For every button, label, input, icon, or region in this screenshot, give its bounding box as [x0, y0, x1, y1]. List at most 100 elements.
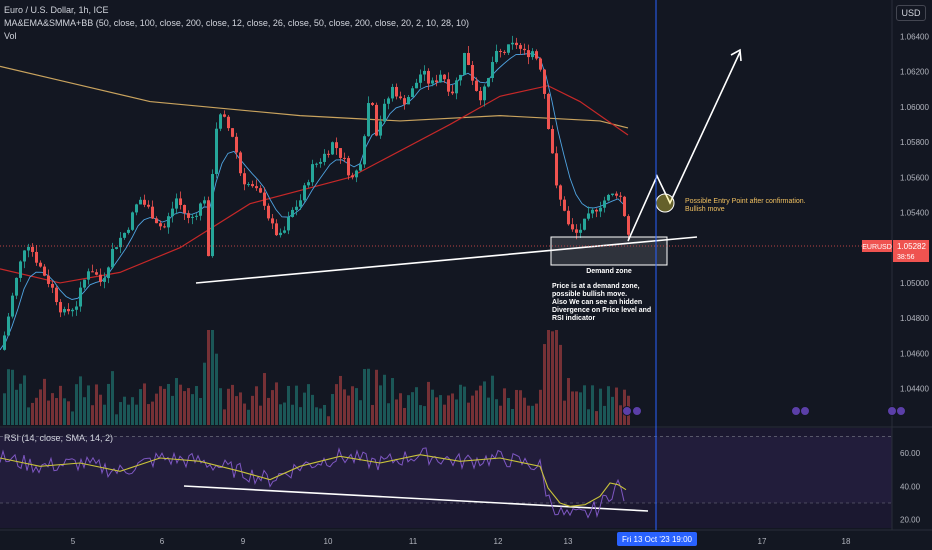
- candle-body: [443, 74, 446, 80]
- price-tick: 1.06400: [900, 32, 929, 41]
- candle-body: [95, 272, 98, 275]
- candle-body: [579, 229, 582, 233]
- volume-bar: [447, 395, 450, 425]
- candle-body: [599, 207, 602, 212]
- volume-bar: [407, 395, 410, 425]
- analysis-text-line: RSI indicator: [552, 315, 595, 322]
- ema100-line: [0, 85, 629, 284]
- volume-bar: [75, 384, 78, 425]
- candle-body: [291, 209, 294, 217]
- indicators-legend[interactable]: MA&EMA&SMMA+BB (50, close, 100, close, 2…: [4, 18, 469, 28]
- volume-bar: [435, 397, 438, 425]
- volume-bar: [359, 400, 362, 425]
- volume-bar: [147, 404, 150, 425]
- volume-bar: [199, 397, 202, 425]
- price-tick: 1.06000: [900, 103, 929, 112]
- candle-body: [3, 335, 6, 350]
- candle-body: [515, 42, 518, 46]
- analysis-text-line: Price is at a demand zone,: [552, 283, 640, 290]
- volume-legend[interactable]: Vol: [4, 31, 17, 41]
- candle-body: [343, 157, 346, 159]
- rsi-legend[interactable]: RSI (14, close, SMA, 14, 2): [4, 433, 114, 443]
- volume-bar: [115, 414, 118, 425]
- volume-bar: [323, 404, 326, 425]
- candle-body: [11, 295, 14, 317]
- candle-body: [55, 287, 58, 303]
- candle-body: [143, 199, 146, 205]
- candle-body: [259, 188, 262, 193]
- candle-body: [67, 309, 70, 312]
- volume-bar: [231, 384, 234, 425]
- candle-body: [287, 216, 290, 231]
- currency-button[interactable]: USD: [896, 5, 926, 21]
- drawings[interactable]: Possible Entry Point after confirmation.…: [0, 0, 906, 530]
- volume-bar: [403, 407, 406, 425]
- volume-bar: [139, 389, 142, 425]
- volume-bar: [127, 404, 130, 425]
- crosshair-date: Fri 13 Oct '23 19:00: [622, 535, 693, 544]
- candle-body: [279, 232, 282, 236]
- volume-bar: [183, 391, 186, 425]
- volume-bar: [395, 399, 398, 425]
- price-tick: 1.04800: [900, 314, 929, 323]
- volume-bar: [279, 404, 282, 425]
- volume-bar: [543, 344, 546, 425]
- arrow-head: [730, 48, 742, 62]
- volume-bar: [235, 396, 238, 425]
- candle-body: [403, 98, 406, 105]
- candle-body: [491, 62, 494, 79]
- volume-bar: [391, 378, 394, 425]
- volume-bar: [151, 401, 154, 425]
- candle-body: [483, 86, 486, 101]
- rsi-tick: 40.00: [900, 482, 921, 491]
- volume-bar: [547, 330, 550, 425]
- candle-body: [575, 229, 578, 233]
- volume-bar: [291, 404, 294, 425]
- volume-bar: [591, 385, 594, 425]
- volume-bar: [471, 395, 474, 425]
- volume-bar: [227, 388, 230, 425]
- candle-body: [43, 266, 46, 276]
- candle-body: [27, 246, 30, 251]
- candle-body: [127, 229, 130, 233]
- candle-body: [351, 175, 354, 178]
- candle-body: [235, 136, 238, 153]
- price-tick: 1.06200: [900, 68, 929, 77]
- volume-bar: [27, 407, 30, 425]
- candle-body: [151, 206, 154, 219]
- volume-bar: [143, 383, 146, 425]
- volume-bar: [271, 390, 274, 425]
- countdown-tag: 38:56: [897, 254, 915, 261]
- candle-body: [83, 279, 86, 288]
- volume-bar: [3, 393, 6, 425]
- volume-bar: [211, 330, 214, 425]
- volume-bar: [287, 385, 290, 425]
- candle-body: [115, 247, 118, 249]
- candle-body: [535, 51, 538, 59]
- candle-body: [323, 153, 326, 162]
- volume-bar: [155, 393, 158, 425]
- volume-bar: [307, 384, 310, 425]
- volume-bar: [615, 387, 618, 425]
- candle-body: [71, 309, 74, 312]
- candle-body: [335, 142, 338, 149]
- volume-bar: [583, 385, 586, 425]
- volume-bar: [535, 403, 538, 425]
- entry-point-marker: [655, 193, 675, 213]
- candle-body: [511, 42, 514, 45]
- candle-body: [283, 230, 286, 233]
- candle-body: [591, 209, 594, 214]
- volume-bar: [463, 386, 466, 425]
- candle-body: [379, 121, 382, 136]
- candle-body: [519, 45, 522, 49]
- candle-body: [23, 250, 26, 262]
- candle-body: [7, 316, 10, 336]
- volume-bar: [619, 405, 622, 425]
- candle-body: [615, 193, 618, 196]
- candle-body: [627, 216, 630, 235]
- volume-bar: [331, 394, 334, 425]
- candle-body: [171, 208, 174, 217]
- candle-body: [51, 283, 54, 288]
- volume-bar: [71, 411, 74, 425]
